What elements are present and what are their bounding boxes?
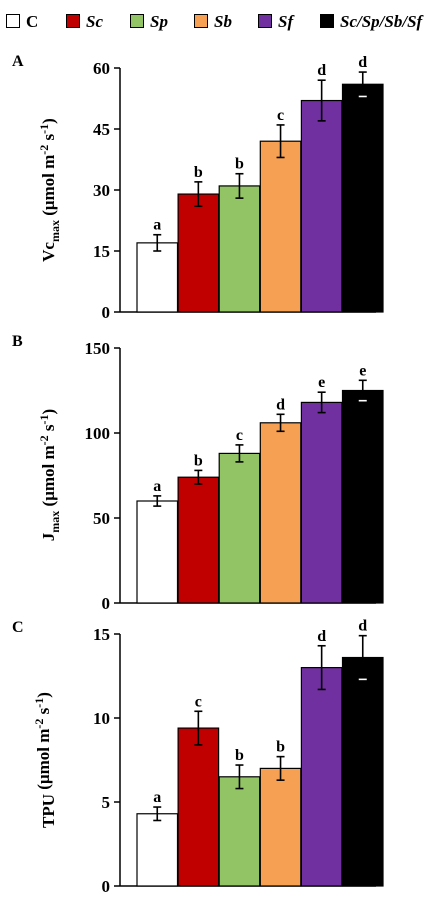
- chart-panel-a: A 0 15 30 45 60 Vcmax (μmol m-2 s-1) a b b c d d: [12, 53, 384, 322]
- legend-swatch: [66, 14, 80, 28]
- bar-sc-sp-sb-sf: [341, 656, 384, 887]
- legend-label: C: [26, 12, 39, 31]
- y-axis-label-part: (μmol m: [39, 445, 58, 510]
- bar-sb: [259, 422, 302, 604]
- significance-letter: e: [318, 374, 325, 391]
- significance-letter: b: [194, 452, 203, 469]
- bar-sc: [177, 476, 220, 604]
- y-tick-label: 45: [93, 120, 110, 139]
- significance-letter: d: [358, 54, 367, 71]
- y-tick-label: 10: [93, 709, 110, 728]
- y-axis-label-part: (μmol m: [34, 729, 53, 794]
- significance-letter: d: [358, 618, 367, 635]
- bar-sb: [259, 767, 302, 887]
- y-axis-label-part: -1: [32, 698, 46, 708]
- y-tick-label: 0: [102, 594, 111, 610]
- legend: C Sc Sp Sb Sf Sc/Sp/Sb/Sf: [0, 0, 447, 34]
- significance-letter: a: [153, 789, 161, 806]
- legend-label: Sf: [278, 12, 294, 31]
- panel-label: A: [12, 53, 24, 70]
- significance-letter: c: [236, 427, 243, 444]
- legend-label: Sp: [150, 12, 168, 31]
- legend-swatch: [258, 14, 272, 28]
- chart-panel-b: B 0 50 100 150 Jmax (μmol m-2 s-1) a b c d e e: [12, 333, 384, 610]
- y-tick-label: 15: [93, 625, 110, 644]
- y-axis-label-part: Vc: [39, 242, 58, 262]
- y-axis-label-part: -2: [32, 719, 46, 729]
- significance-letter: a: [153, 217, 161, 234]
- significance-letter: c: [195, 693, 202, 710]
- y-tick-label: 0: [102, 303, 111, 322]
- y-axis-label-part: ): [39, 118, 58, 124]
- significance-letter: b: [276, 739, 285, 756]
- y-axis-label-part: TPU: [39, 794, 58, 828]
- bar-sp: [218, 185, 261, 313]
- y-axis-label-part: ): [34, 692, 53, 698]
- bar-sb: [259, 140, 302, 313]
- significance-letter: d: [276, 396, 285, 413]
- bar-sp: [218, 776, 261, 887]
- significance-letter: b: [235, 747, 244, 764]
- bar-sf: [300, 666, 343, 887]
- significance-letter: a: [153, 478, 161, 495]
- y-axis-label: Vcmax (μmol m-2 s-1): [37, 118, 62, 262]
- significance-letter: d: [317, 62, 326, 79]
- y-axis-label-part: -2: [37, 435, 51, 445]
- y-tick-label: 15: [93, 242, 110, 261]
- legend-swatch: [320, 14, 334, 28]
- y-axis-label-part: max: [48, 220, 62, 242]
- y-axis-label-part: -2: [37, 145, 51, 155]
- panel-label: B: [12, 333, 23, 350]
- y-axis-label-part: s: [34, 707, 53, 718]
- bar-sc-sp-sb-sf: [341, 389, 384, 604]
- legend-label: Sc/Sp/Sb/Sf: [340, 12, 423, 31]
- bar-c: [136, 500, 179, 604]
- significance-letter: c: [277, 107, 284, 124]
- bar-sc: [177, 193, 220, 313]
- bar-sf: [300, 401, 343, 604]
- y-tick-label: 5: [102, 793, 111, 812]
- y-tick-label: 60: [93, 59, 110, 78]
- legend-swatch: [194, 14, 208, 28]
- bar-sc: [177, 727, 220, 887]
- y-axis-label-part: s: [39, 424, 58, 435]
- y-axis-label-part: s: [39, 133, 58, 144]
- y-axis-label-part: max: [48, 511, 62, 533]
- y-axis-label-part: -1: [37, 414, 51, 424]
- legend-label: Sb: [214, 12, 232, 31]
- significance-letter: e: [359, 362, 366, 379]
- bar-sp: [218, 452, 261, 604]
- y-axis-label: Jmax (μmol m-2 s-1): [37, 409, 62, 541]
- y-axis-label-part: ): [39, 409, 58, 415]
- y-axis-label: TPU (μmol m-2 s-1): [32, 692, 58, 828]
- bar-c: [136, 813, 179, 887]
- bar-sf: [300, 99, 343, 313]
- legend-swatch: [130, 14, 144, 28]
- y-tick-label: 50: [93, 509, 110, 528]
- y-axis-label-part: -1: [37, 124, 51, 134]
- legend-label: Sc: [86, 12, 103, 31]
- y-axis-label-part: J: [39, 532, 58, 541]
- significance-letter: b: [194, 164, 203, 181]
- y-tick-label: 0: [102, 877, 111, 896]
- bar-sc-sp-sb-sf: [341, 83, 384, 313]
- significance-letter: d: [317, 628, 326, 645]
- chart-panel-c: C 0 5 10 15 TPU (μmol m-2 s-1) a c b b d d: [12, 618, 384, 896]
- panel-label: C: [12, 619, 24, 636]
- significance-letter: b: [235, 156, 244, 173]
- y-tick-label: 150: [85, 339, 111, 358]
- y-axis-label-part: (μmol m: [39, 155, 58, 220]
- y-tick-label: 100: [85, 424, 111, 443]
- legend-swatch: [6, 14, 20, 28]
- y-tick-label: 30: [93, 181, 110, 200]
- bar-c: [136, 242, 179, 313]
